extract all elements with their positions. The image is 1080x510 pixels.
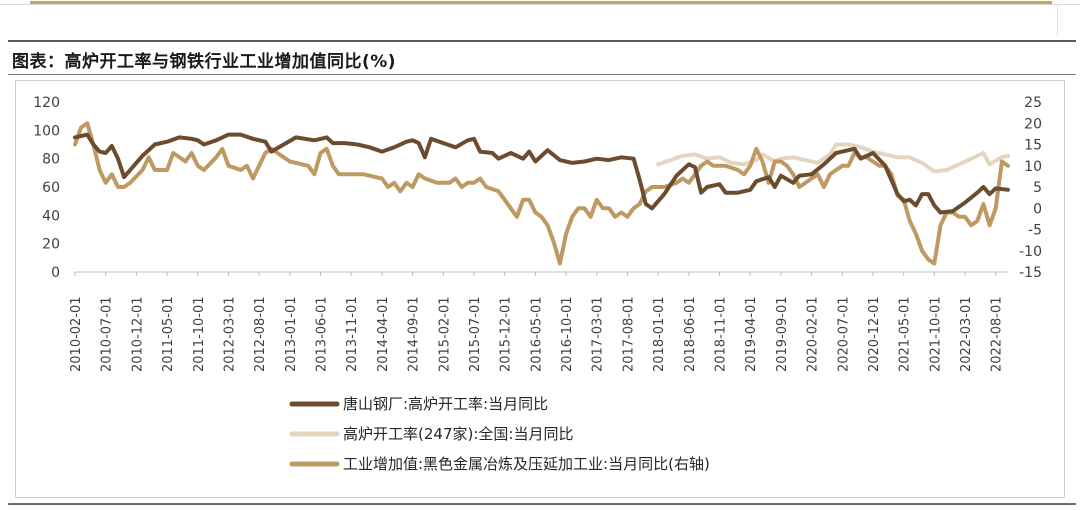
x-tick-label: 2017-03-01 (591, 296, 606, 372)
x-tick-label: 2018-01-01 (652, 296, 667, 372)
y-right-tick-label: -5 (1028, 223, 1042, 239)
title-top-rule (8, 40, 1076, 42)
bottom-rule (8, 503, 1076, 505)
chart-frame (15, 80, 1065, 498)
y-right-tick-label: 15 (1024, 138, 1042, 154)
x-tick-label: 2020-07-01 (836, 296, 851, 372)
x-tick-label: 2015-12-01 (499, 296, 514, 372)
y-right-tick-label: 20 (1024, 116, 1042, 132)
x-tick-label: 2013-01-01 (284, 296, 299, 372)
series-line-2 (656, 142, 1010, 174)
x-tick-label: 2016-05-01 (529, 296, 544, 372)
x-tick-label: 2011-05-01 (161, 296, 176, 372)
legend-label-1: 唐山钢厂:高炉开工率:当月同比 (343, 395, 548, 413)
x-tick-label: 2014-04-01 (376, 296, 391, 372)
header-accent-rule (30, 1, 1052, 4)
x-tick-label: 2018-06-01 (683, 296, 698, 372)
y-right-tick-label: -10 (1019, 244, 1042, 260)
y-left-tick-label: 80 (42, 152, 60, 168)
y-left-tick-label: 20 (42, 237, 60, 253)
y-right-tick-label: 25 (1024, 95, 1042, 111)
y-right-tick-label: 10 (1024, 159, 1042, 175)
x-tick-label: 2012-03-01 (222, 296, 237, 372)
x-tick-label: 2011-10-01 (192, 296, 207, 372)
x-tick-label: 2018-11-01 (714, 296, 729, 372)
y-left-tick-label: 120 (33, 95, 60, 111)
x-tick-label: 2015-02-01 (437, 296, 452, 372)
series-line-3 (73, 121, 1010, 266)
x-tick-label: 2014-09-01 (407, 296, 422, 372)
x-tick-label: 2021-10-01 (928, 296, 943, 372)
y-right-tick-label: -15 (1019, 265, 1042, 281)
x-tick-label: 2019-09-01 (775, 296, 790, 372)
x-tick-label: 2021-05-01 (898, 296, 913, 372)
series-line-1 (73, 132, 1010, 215)
y-left-tick-label: 0 (51, 265, 60, 281)
x-tick-label: 2010-02-01 (69, 296, 84, 372)
chart-title: 图表：高炉开工率与钢铁行业工业增加值同比(%) (12, 52, 397, 72)
title-bottom-rule (8, 74, 1076, 75)
x-tick-label: 2010-12-01 (130, 296, 145, 372)
top-strip (0, 0, 1080, 40)
y-left-tick-label: 100 (33, 123, 60, 139)
y-left-tick-label: 40 (42, 208, 60, 224)
legend-label-2: 高炉开工率(247家):全国:当月同比 (343, 425, 573, 443)
x-tick-label: 2020-02-01 (806, 296, 821, 372)
x-tick-label: 2020-12-01 (867, 296, 882, 372)
x-tick-label: 2012-08-01 (253, 296, 268, 372)
legend-label-3: 工业增加值:黑色金属冶炼及压延加工业:当月同比(右轴) (343, 455, 710, 473)
header-gray-rule (0, 4, 1080, 5)
y-right-tick-label: 0 (1033, 201, 1042, 217)
x-tick-label: 2022-03-01 (959, 296, 974, 372)
x-tick-label: 2016-10-01 (560, 296, 575, 372)
x-tick-label: 2010-07-01 (100, 296, 115, 372)
y-right-tick-label: 5 (1033, 180, 1042, 196)
x-tick-label: 2015-07-01 (468, 296, 483, 372)
x-tick-label: 2022-08-01 (990, 296, 1005, 372)
x-tick-label: 2013-06-01 (315, 296, 330, 372)
header-side-rule (1057, 4, 1058, 36)
x-tick-label: 2013-11-01 (345, 296, 360, 372)
x-tick-label: 2019-04-01 (744, 296, 759, 372)
x-tick-label: 2017-08-01 (621, 296, 636, 372)
y-left-tick-label: 60 (42, 180, 60, 196)
